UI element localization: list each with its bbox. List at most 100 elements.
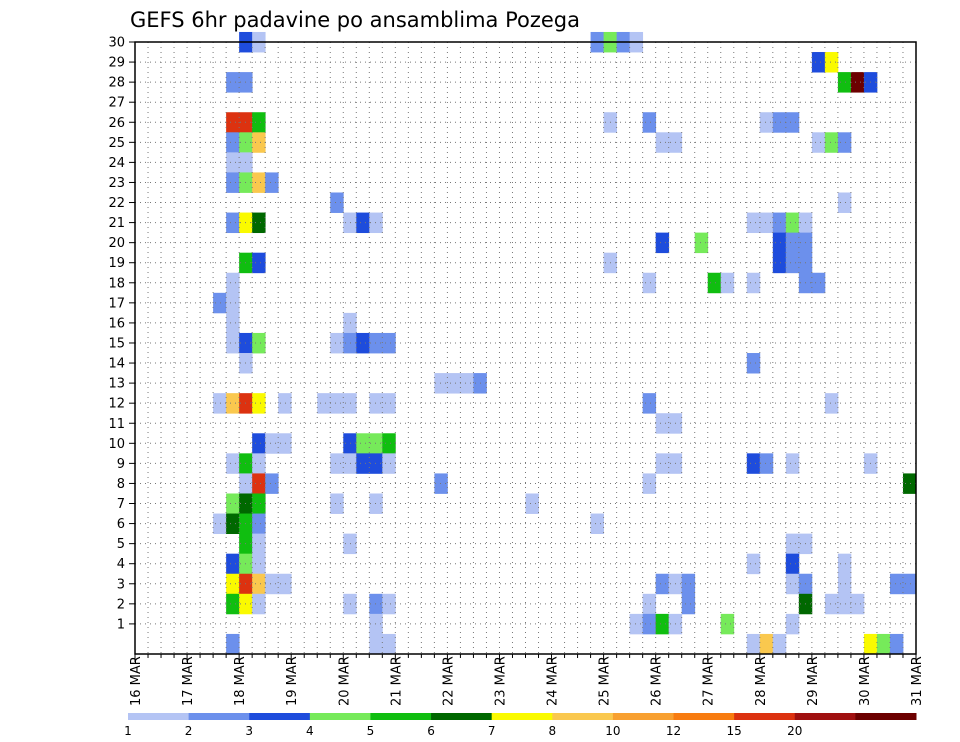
y-tick-label: 4 xyxy=(117,557,125,572)
heatmap-cell xyxy=(785,212,800,234)
y-tick-label: 8 xyxy=(117,477,125,492)
heatmap-cell xyxy=(213,292,227,314)
heatmap-cell xyxy=(369,212,383,234)
heatmap-cell xyxy=(642,112,657,133)
heatmap-cell xyxy=(785,232,800,254)
y-tick-label: 17 xyxy=(108,296,125,311)
heatmap-cell xyxy=(642,393,657,414)
heatmap-cell xyxy=(252,112,266,133)
heatmap-cell xyxy=(265,473,279,494)
heatmap-cell xyxy=(681,573,696,595)
heatmap-cell xyxy=(252,252,266,274)
legend-swatch xyxy=(612,713,675,720)
y-axis: 1234567891011121314151617181920212223242… xyxy=(108,36,135,632)
x-tick-label: 21 MAR xyxy=(389,656,404,706)
heatmap-cell xyxy=(746,453,761,474)
y-tick-label: 9 xyxy=(117,457,125,472)
legend-swatch xyxy=(855,713,917,720)
heatmap-cell xyxy=(369,393,383,414)
heatmap-cell xyxy=(681,593,696,615)
x-tick-label: 22 MAR xyxy=(441,656,456,706)
y-tick-label: 16 xyxy=(108,316,125,331)
y-tick-label: 23 xyxy=(108,176,125,191)
heatmap-cell xyxy=(720,272,735,294)
y-tick-label: 2 xyxy=(117,597,125,612)
legend-label: 10 xyxy=(605,724,620,738)
heatmap-cell xyxy=(785,553,800,575)
y-tick-label: 12 xyxy=(108,397,125,412)
x-tick-label: 19 MAR xyxy=(285,656,300,706)
heatmap-cell xyxy=(226,633,240,655)
heatmap-cell xyxy=(785,252,800,274)
heatmap-cell xyxy=(265,172,279,193)
heatmap-cell xyxy=(642,593,657,615)
heatmap-cell xyxy=(226,573,240,595)
heatmap-cell xyxy=(252,132,266,153)
heatmap-cell xyxy=(252,493,266,514)
x-tick-label: 16 MAR xyxy=(129,656,144,706)
y-tick-label: 5 xyxy=(117,537,125,552)
heatmap-cell xyxy=(252,533,266,555)
x-tick-label: 30 MAR xyxy=(858,656,873,706)
y-tick-label: 28 xyxy=(108,76,125,91)
y-tick-label: 11 xyxy=(108,417,125,432)
heatmap-cell xyxy=(837,192,852,213)
legend-swatch xyxy=(370,713,432,720)
heatmap-cell xyxy=(837,593,852,615)
heatmap-cell xyxy=(850,72,865,93)
y-tick-label: 21 xyxy=(108,216,125,231)
heatmap-cell xyxy=(772,252,787,274)
y-tick-label: 24 xyxy=(108,156,125,171)
legend-swatch xyxy=(734,713,796,720)
legend-label: 5 xyxy=(367,724,375,738)
legend-swatch xyxy=(309,713,371,720)
heatmap-cell xyxy=(382,453,396,474)
legend-label: 20 xyxy=(787,724,802,738)
heatmap-cell xyxy=(226,553,240,575)
legend-label: 7 xyxy=(488,724,496,738)
heatmap-cell xyxy=(226,312,240,334)
y-tick-label: 7 xyxy=(117,497,125,512)
heatmap-cell xyxy=(226,272,240,294)
legend-swatch xyxy=(673,713,735,720)
heatmap-cell xyxy=(369,593,383,615)
heatmap-cell xyxy=(226,152,240,173)
y-tick-label: 3 xyxy=(117,577,125,592)
heatmap-cell xyxy=(746,272,761,294)
legend-label: 4 xyxy=(306,724,314,738)
x-tick-label: 20 MAR xyxy=(337,656,352,706)
heatmap-cell xyxy=(369,633,383,655)
heatmap-cell xyxy=(252,172,266,193)
x-tick-label: 26 MAR xyxy=(650,656,665,706)
heatmap-cell xyxy=(330,453,344,474)
heatmap-cell xyxy=(369,453,383,474)
heatmap-cell xyxy=(811,52,826,73)
heatmap-cell xyxy=(655,573,670,595)
heatmap-cell xyxy=(343,332,357,354)
heatmap-cell xyxy=(213,513,227,535)
heatmap-cell xyxy=(746,212,761,234)
heatmap-cell xyxy=(226,593,240,615)
heatmap-cell xyxy=(811,132,826,153)
heatmap-cell xyxy=(759,453,774,474)
heatmap-cell xyxy=(330,192,344,213)
heatmap-cell xyxy=(772,212,787,234)
y-tick-label: 14 xyxy=(108,357,125,372)
heatmap-cell xyxy=(837,132,852,153)
x-tick-label: 29 MAR xyxy=(806,656,821,706)
heatmap-cell xyxy=(837,573,852,595)
heatmap-cell xyxy=(226,453,240,474)
legend-swatch xyxy=(128,713,190,720)
heatmap-cell xyxy=(226,212,240,234)
heatmap-cell xyxy=(369,613,383,635)
heatmap-cell xyxy=(655,413,670,434)
heatmap-cell xyxy=(759,212,774,234)
heatmap-cell xyxy=(226,292,240,314)
heatmap-cell xyxy=(356,212,370,234)
heatmap-cell xyxy=(330,332,344,354)
heatmap-cell xyxy=(824,593,839,615)
heatmap-cell xyxy=(811,272,826,294)
legend-swatch xyxy=(552,713,614,720)
x-tick-label: 27 MAR xyxy=(702,656,717,706)
